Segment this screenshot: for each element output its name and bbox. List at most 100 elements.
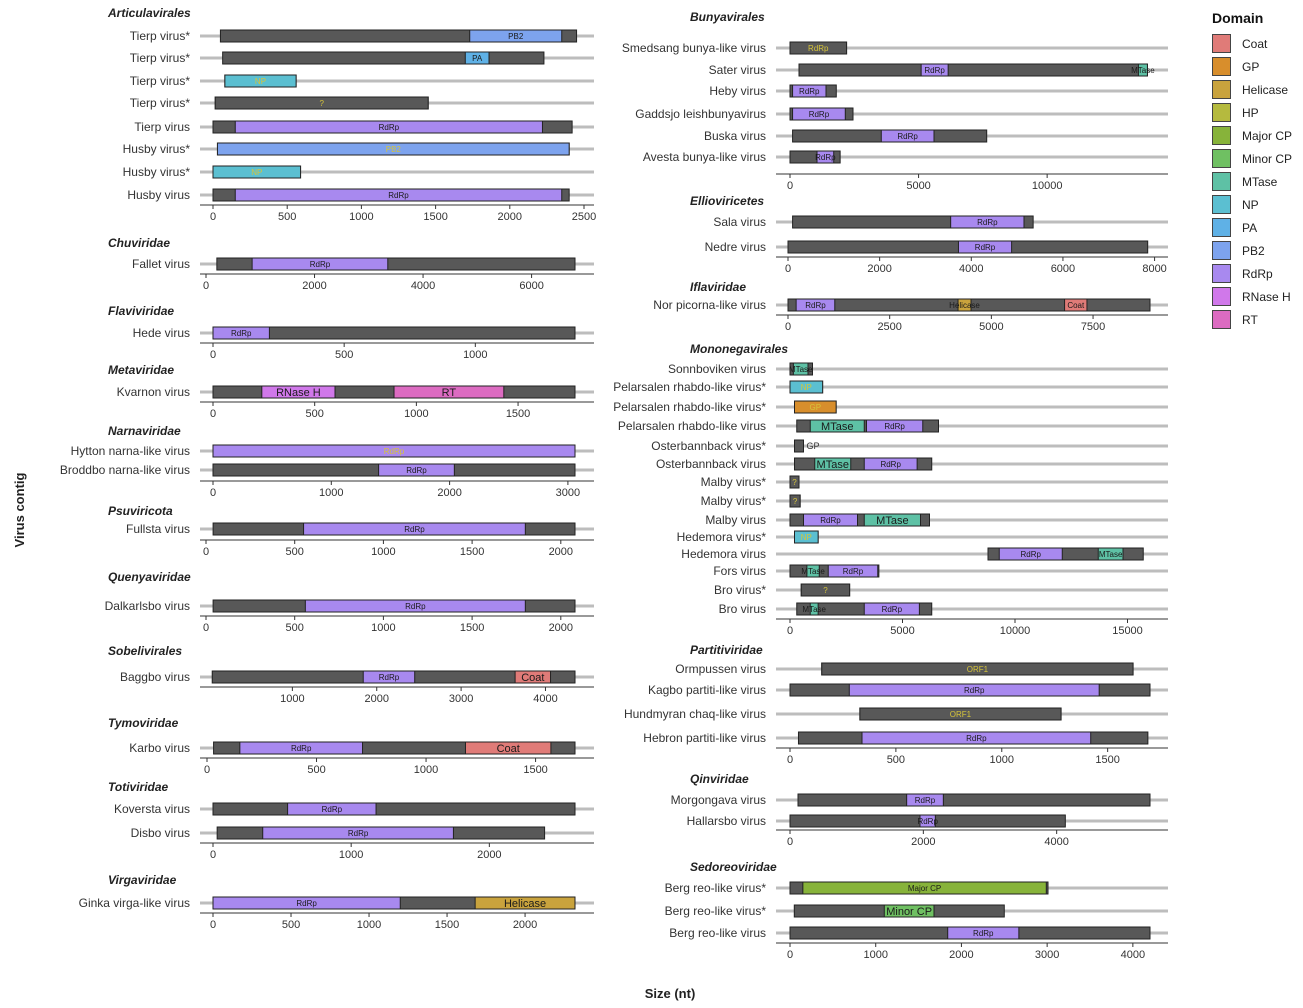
x-tick-label: 2000 <box>477 849 501 861</box>
x-tick-label: 0 <box>787 180 793 192</box>
virus-label: Ginka virga-like virus <box>79 896 190 910</box>
domain-rdrp <box>919 814 936 828</box>
x-tick-label: 4000 <box>959 263 983 275</box>
legend-label: Helicase <box>1242 82 1289 97</box>
panel-title: Qinviridae <box>690 772 749 786</box>
x-tick-label: 10000 <box>1000 625 1031 637</box>
virus-label: Husby virus <box>127 188 190 202</box>
x-tick-label: 500 <box>335 349 353 361</box>
domain-label: RdRp <box>231 329 252 338</box>
domain-rdrp <box>378 463 455 477</box>
panel-title: Sedoreoviridae <box>690 860 777 874</box>
x-tick-label: 0 <box>210 487 216 499</box>
x-tick-label: 0 <box>787 754 793 766</box>
domain-pa <box>464 51 490 65</box>
domain-hp <box>789 494 801 508</box>
domain-rdrp <box>906 793 944 807</box>
x-tick-label: 2000 <box>549 622 573 634</box>
domain-label: Coat <box>521 672 544 684</box>
x-tick-label: 3000 <box>1035 949 1059 961</box>
virus-label: Bro virus <box>719 602 766 616</box>
legend-swatch <box>1212 287 1231 306</box>
domain-helicase <box>957 298 972 312</box>
virus-label: Gaddsjo leishbunyavirus <box>635 107 766 121</box>
domain-label: RdRp <box>973 929 994 938</box>
domain-rdrp <box>212 896 401 910</box>
legend-label: NP <box>1242 197 1259 212</box>
x-tick-label: 1000 <box>371 622 395 634</box>
domain-rdrp <box>863 602 920 616</box>
domain-label: RdRp <box>388 191 409 200</box>
x-tick-label: 4000 <box>1121 949 1145 961</box>
panel-iflaviridae: Iflaviridae Nor picorna-like virus RdRp Hel… <box>653 280 1168 333</box>
domain-label: MTase <box>817 459 849 471</box>
domain-label: GP <box>810 403 822 412</box>
domain-np <box>212 165 302 179</box>
panel-chuviridae: Chuviridae Fallet virus RdRp 0 2000 4000 6000 <box>108 236 594 292</box>
x-axis-title: Size (nt) <box>644 986 696 1001</box>
virus-label: Tierp virus <box>134 120 190 134</box>
domain-label: RdRp <box>799 87 820 96</box>
legend-swatch <box>1212 172 1231 191</box>
x-tick-label: 2000 <box>949 949 973 961</box>
x-tick-label: 500 <box>306 408 324 420</box>
domain-hp <box>821 662 1134 676</box>
domain-coat <box>514 670 552 684</box>
domain-label: PA <box>472 54 483 63</box>
x-tick-label: 1500 <box>460 546 484 558</box>
x-tick-label: 0 <box>787 949 793 961</box>
panel-bunyavirales: Bunyavirales Smedsang bunya-like virus RdR… <box>622 10 1168 192</box>
domain-rdrp <box>251 257 389 271</box>
contig-bar <box>794 439 804 453</box>
virus-label: Kagbo partiti-like virus <box>648 683 766 697</box>
virus-label: Fullsta virus <box>126 522 190 536</box>
domain-rdrp <box>950 215 1025 229</box>
legend-swatch <box>1212 80 1231 99</box>
x-tick-label: 0 <box>204 764 210 776</box>
panel-sedoreoviridae: Sedoreoviridae Berg reo-like virus* Major … <box>665 860 1168 961</box>
panel-title: Iflaviridae <box>690 280 746 294</box>
x-tick-label: 500 <box>307 764 325 776</box>
domain-label: ORF1 <box>950 710 972 719</box>
domain-label: RdRp <box>348 829 369 838</box>
virus-label: Tierp virus* <box>130 96 191 110</box>
domain-label: RdRp <box>322 805 343 814</box>
domain-rdrp <box>212 444 576 458</box>
domain-np <box>224 74 297 88</box>
virus-label: Dalkarlsbo virus <box>105 599 190 613</box>
x-tick-label: 1000 <box>463 349 487 361</box>
legend-item: RT <box>1212 308 1303 331</box>
legend-swatch <box>1212 34 1231 53</box>
legend-item: Major CP <box>1212 124 1303 147</box>
domain-np <box>789 380 824 394</box>
virus-label: Nedre virus <box>705 240 766 254</box>
domain-np <box>794 530 819 544</box>
legend-item: RNase H <box>1212 285 1303 308</box>
x-tick-label: 8000 <box>1142 263 1166 275</box>
x-tick-label: 500 <box>282 919 300 931</box>
panel-tymoviridae: Tymoviridae Karbo virus RdRp Coat 0 500 1000 15… <box>108 716 594 776</box>
legend-label: HP <box>1242 105 1259 120</box>
domain-rnase-h <box>261 385 336 399</box>
domain-label: RdRp <box>820 516 841 525</box>
panel-title: Metaviridae <box>108 363 174 377</box>
legend-label: Major CP <box>1242 128 1293 143</box>
domain-label: MTase <box>876 515 908 527</box>
virus-label: Disbo virus <box>131 826 190 840</box>
x-tick-label: 2000 <box>867 263 891 275</box>
domain-major-cp <box>802 881 1047 895</box>
x-tick-label: 2000 <box>549 546 573 558</box>
x-tick-label: 2000 <box>302 280 326 292</box>
legend-title: Domain <box>1212 10 1264 26</box>
x-tick-label: 1000 <box>280 693 304 705</box>
x-tick-label: 2000 <box>437 487 461 499</box>
contig-bar <box>222 51 545 65</box>
legend: Domain Coat GP Helicase HP Major CP Minor CP M… <box>1212 10 1303 331</box>
virus-label: Bro virus* <box>714 583 766 597</box>
contig-bar <box>798 63 1148 77</box>
x-tick-label: 2500 <box>877 321 901 333</box>
domain-label: RdRp <box>915 796 936 805</box>
domain-label: MTase <box>789 365 813 374</box>
virus-label: Koversta virus <box>114 802 190 816</box>
x-tick-label: 0 <box>203 546 209 558</box>
